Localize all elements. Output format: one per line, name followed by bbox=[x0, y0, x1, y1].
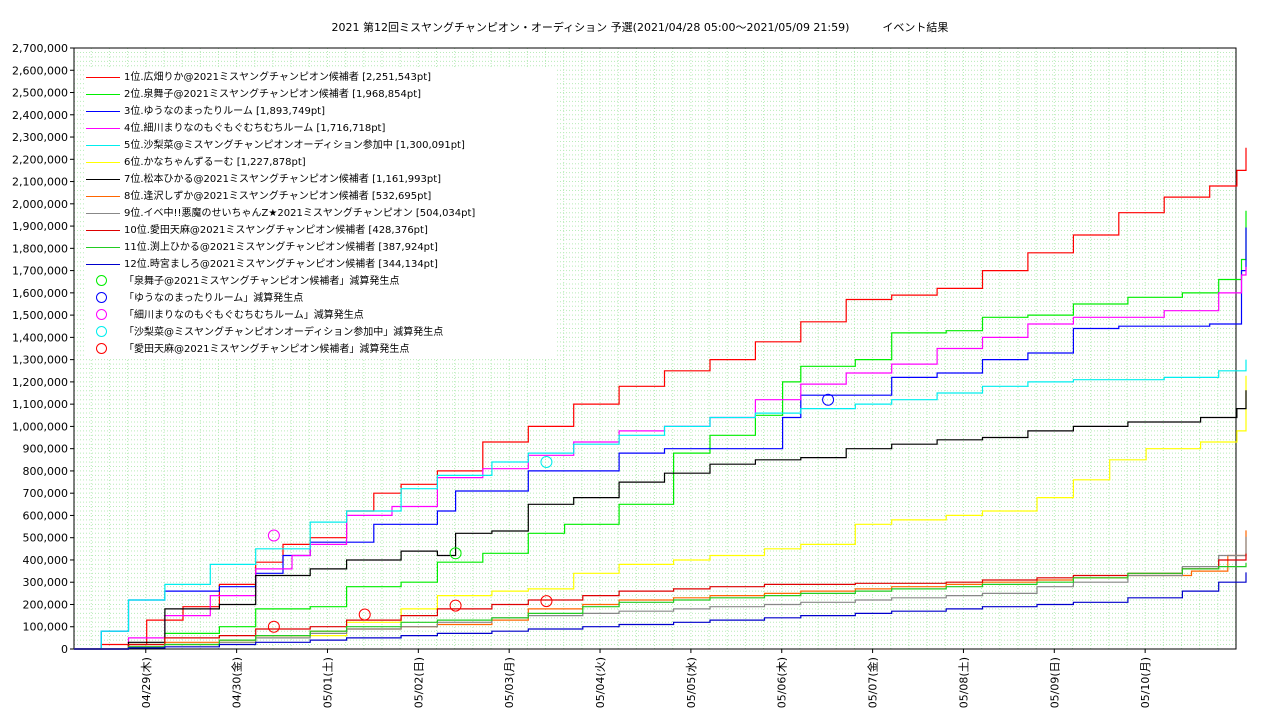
y-tick-label: 900,000 bbox=[23, 443, 69, 456]
x-tick-label: 05/02(日) bbox=[412, 657, 425, 708]
x-tick-label: 04/29(木) bbox=[140, 657, 153, 708]
y-tick-label: 2,600,000 bbox=[12, 64, 68, 77]
legend-label: 6位.かなちゃんずるーむ [1,227,878pt] bbox=[124, 157, 306, 168]
y-tick-label: 2,700,000 bbox=[12, 42, 68, 55]
legend-line-swatch bbox=[86, 145, 120, 146]
legend-label: 1位.広畑りか@2021ミスヤングチャンピオン候補者 [2,251,543pt] bbox=[124, 72, 432, 83]
x-tick-label: 05/10(月) bbox=[1139, 657, 1152, 708]
y-tick-label: 1,600,000 bbox=[12, 287, 68, 300]
legend-line-swatch bbox=[86, 128, 120, 129]
x-tick-label: 05/01(土) bbox=[321, 657, 334, 708]
legend-label: 3位.ゆうなのまったりルーム [1,893,749pt] bbox=[124, 106, 325, 117]
y-tick-label: 1,700,000 bbox=[12, 265, 68, 278]
reduction-marker-5 bbox=[267, 620, 280, 633]
y-tick-label: 1,500,000 bbox=[12, 309, 68, 322]
series-line-9 bbox=[74, 536, 1247, 650]
x-tick-label: 05/08(土) bbox=[957, 657, 970, 708]
x-tick-label: 05/04(火) bbox=[594, 657, 607, 708]
legend-label: 10位.愛田天麻@2021ミスヤングチャンピオン候補者 [428,376pt] bbox=[124, 225, 428, 236]
x-tick-label: 05/06(木) bbox=[776, 657, 789, 708]
legend-label: 12位.時宮ましろ@2021ミスヤングチャンピオン候補者 [344,134pt] bbox=[124, 259, 438, 270]
legend-line-swatch bbox=[86, 196, 120, 197]
y-tick-label: 800,000 bbox=[23, 465, 69, 478]
plot-frame bbox=[73, 47, 1237, 650]
reduction-marker-1 bbox=[449, 547, 462, 560]
legend-line-swatch bbox=[86, 213, 120, 214]
legend-line-swatch bbox=[86, 179, 120, 180]
legend-label: 2位.泉舞子@2021ミスヤングチャンピオン候補者 [1,968,854pt] bbox=[124, 89, 422, 100]
legend-label: 5位.沙梨菜@ミスヤングチャンピオンオーディション参加中 [1,300,091p… bbox=[124, 140, 465, 151]
y-tick-label: 1,100,000 bbox=[12, 398, 68, 411]
legend-marker-swatch bbox=[96, 309, 107, 320]
legend-marker-swatch bbox=[96, 292, 107, 303]
reduction-marker-2 bbox=[822, 393, 835, 406]
legend-label: 4位.細川まりなのもぐもぐむちむちルーム [1,716,718pt] bbox=[124, 123, 386, 134]
legend-line-swatch bbox=[86, 111, 120, 112]
reduction-marker-3 bbox=[267, 529, 280, 542]
x-tick-label: 05/07(金) bbox=[866, 657, 880, 708]
y-tick-label: 2,200,000 bbox=[12, 153, 68, 166]
legend-label: 「ゆうなのまったりルーム」減算発生点 bbox=[124, 293, 304, 304]
chart-title: 2021 第12回ミスヤングチャンピオン・オーディション 予選(2021/04/… bbox=[331, 21, 949, 34]
legend-label: 9位.イベ中!!悪魔のせいちゃんZ★2021ミスヤングチャンピオン [504,0… bbox=[124, 208, 476, 219]
x-tick-label: 05/09(日) bbox=[1048, 657, 1061, 708]
y-tick-label: 700,000 bbox=[23, 487, 69, 500]
legend-marker-swatch bbox=[96, 343, 107, 354]
series-line-5 bbox=[74, 359, 1247, 650]
legend-label: 「沙梨菜@ミスヤングチャンピオンオーディション参加中」減算発生点 bbox=[124, 327, 444, 338]
y-tick-label: 2,500,000 bbox=[12, 87, 68, 100]
y-tick-label: 2,400,000 bbox=[12, 109, 68, 122]
legend-line-swatch bbox=[86, 94, 120, 95]
reduction-marker-5 bbox=[540, 595, 553, 608]
y-tick-label: 2,100,000 bbox=[12, 176, 68, 189]
y-tick-label: 100,000 bbox=[23, 621, 69, 634]
x-tick-label: 05/03(月) bbox=[503, 657, 516, 708]
y-tick-label: 0 bbox=[61, 643, 68, 656]
y-tick-label: 300,000 bbox=[23, 576, 69, 589]
series-line-11 bbox=[74, 562, 1247, 650]
series-line-10 bbox=[74, 553, 1247, 650]
y-tick-label: 1,400,000 bbox=[12, 331, 68, 344]
y-tick-label: 500,000 bbox=[23, 532, 69, 545]
y-tick-label: 1,000,000 bbox=[12, 420, 68, 433]
y-tick-label: 200,000 bbox=[23, 598, 69, 611]
y-tick-label: 1,200,000 bbox=[12, 376, 68, 389]
series-line-2 bbox=[74, 210, 1247, 650]
legend-label: 8位.逢沢しずか@2021ミスヤングチャンピオン候補者 [532,695pt] bbox=[124, 191, 432, 202]
y-tick-label: 2,000,000 bbox=[12, 198, 68, 211]
legend-label: 「泉舞子@2021ミスヤングチャンピオン候補者」減算発生点 bbox=[124, 276, 400, 287]
legend-marker-swatch bbox=[96, 326, 107, 337]
legend-line-swatch bbox=[86, 230, 120, 231]
series-line-7 bbox=[74, 390, 1247, 650]
y-tick-label: 1,800,000 bbox=[12, 242, 68, 255]
legend-label: 「愛田天麻@2021ミスヤングチャンピオン候補者」減算発生点 bbox=[124, 344, 410, 355]
legend-label: 11位.渕上ひかる@2021ミスヤングチャンピオン候補者 [387,924pt] bbox=[124, 242, 438, 253]
legend-label: 「細川まりなのもぐもぐむちむちルーム」減算発生点 bbox=[124, 310, 364, 321]
reduction-marker-4 bbox=[540, 456, 553, 469]
legend-marker-swatch bbox=[96, 275, 107, 286]
legend-line-swatch bbox=[86, 247, 120, 248]
reduction-marker-5 bbox=[358, 608, 371, 621]
y-tick-label: 2,300,000 bbox=[12, 131, 68, 144]
y-tick-label: 1,300,000 bbox=[12, 354, 68, 367]
legend-line-swatch bbox=[86, 264, 120, 265]
chart-legend: 1位.広畑りか@2021ミスヤングチャンピオン候補者 [2,251,543pt]… bbox=[86, 69, 556, 359]
legend-line-swatch bbox=[86, 162, 120, 163]
legend-label: 7位.松本ひかる@2021ミスヤングチャンピオン候補者 [1,161,993pt… bbox=[124, 174, 442, 185]
y-tick-label: 1,900,000 bbox=[12, 220, 68, 233]
series-line-12 bbox=[74, 572, 1247, 650]
x-tick-label: 05/05(水) bbox=[685, 657, 698, 708]
legend-line-swatch bbox=[86, 77, 120, 78]
y-tick-label: 400,000 bbox=[23, 554, 69, 567]
reduction-marker-5 bbox=[449, 599, 462, 612]
series-line-6 bbox=[74, 375, 1247, 650]
y-tick-label: 600,000 bbox=[23, 509, 69, 522]
x-tick-label: 04/30(金) bbox=[230, 657, 244, 708]
